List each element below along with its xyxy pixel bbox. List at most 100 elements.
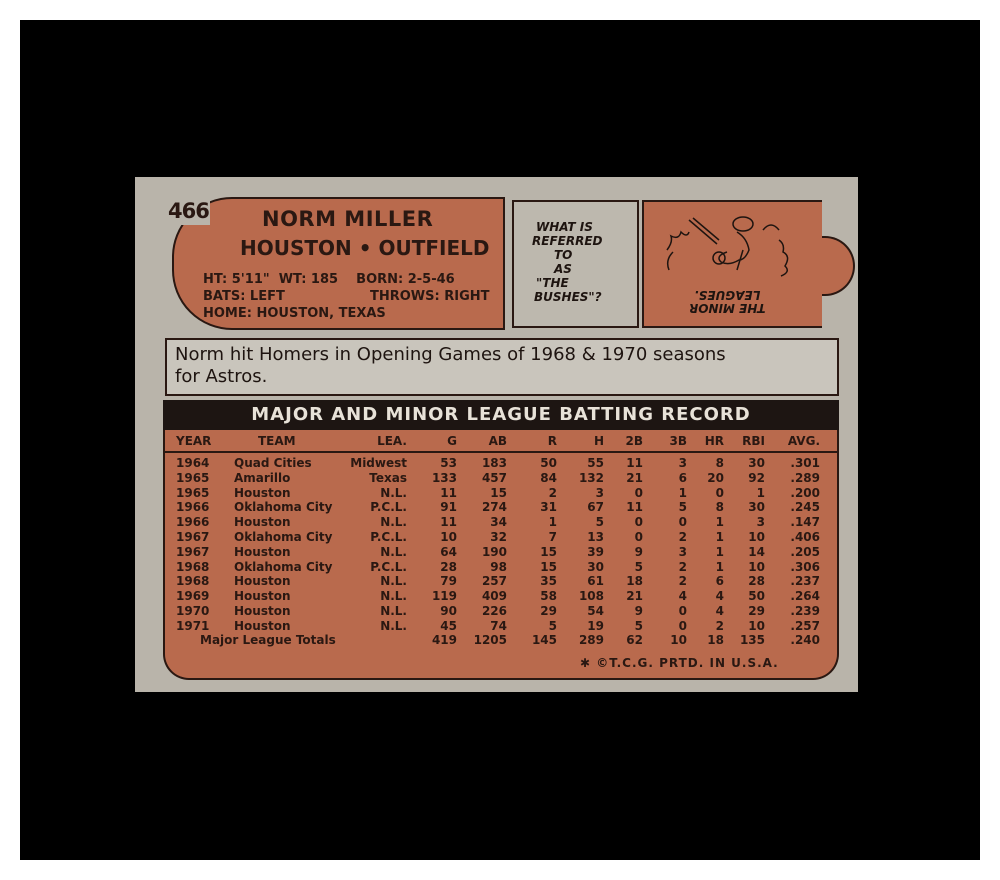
cell-team: Houston <box>234 515 291 530</box>
cell-hr: 2 <box>715 618 724 633</box>
cell-league: Texas <box>369 470 407 485</box>
cell-team: Amarillo <box>234 470 291 485</box>
cell-h: 3 <box>595 485 604 500</box>
cell-team: Quad Cities <box>234 456 312 470</box>
cell-2b: 0 <box>634 530 643 544</box>
cell-h: 132 <box>578 470 604 485</box>
quiz-line: TO <box>554 248 573 262</box>
col-year: YEAR <box>176 434 212 448</box>
total-h: 289 <box>578 633 604 647</box>
cell-ab: 457 <box>481 470 507 485</box>
column-headers: YEAR TEAM LEA. G AB R H 2B 3B HR RBI AVG… <box>0 434 1000 449</box>
cell-3b: 2 <box>678 574 687 589</box>
cell-g: 10 <box>440 530 457 544</box>
cell-hr: 1 <box>715 530 724 544</box>
cell-h: 30 <box>587 559 604 574</box>
cell-g: 45 <box>440 618 457 633</box>
answer-line: THE MINOR <box>689 301 766 315</box>
cell-2b: 9 <box>634 544 643 559</box>
cell-rbi: 30 <box>748 456 765 470</box>
cell-avg: .239 <box>790 604 820 618</box>
bio-line-1: Norm hit Homers in Opening Games of 1968… <box>175 344 726 365</box>
col-2b: 2B <box>625 434 644 448</box>
cell-h: 55 <box>587 456 604 470</box>
cell-avg: .257 <box>790 618 820 633</box>
cell-avg: .205 <box>790 544 820 559</box>
copyright-footer: ✱ ©T.C.G. PRTD. IN U.S.A. <box>580 656 779 670</box>
cell-2b: 11 <box>626 500 643 515</box>
total-g: 419 <box>431 633 457 647</box>
cell-3b: 5 <box>678 500 687 515</box>
upside-down-answer: THE MINOR LEAGUES. <box>689 288 766 315</box>
cartoon-ballplayer-icon <box>666 216 789 277</box>
table-row: 1968 Oklahoma City P.C.L. 28 98 15 30 5 2 1 10 .306 <box>0 560 1000 575</box>
cell-league: P.C.L. <box>370 530 407 544</box>
total-3b: 10 <box>670 633 687 647</box>
cell-g: 11 <box>440 515 457 530</box>
cell-hr: 8 <box>715 500 724 515</box>
total-ab: 1205 <box>473 633 507 647</box>
cell-rbi: 3 <box>756 515 765 530</box>
cell-h: 67 <box>587 500 604 515</box>
cell-r: 31 <box>540 500 557 515</box>
cell-team: Oklahoma City <box>234 530 333 544</box>
cell-year: 1964 <box>176 456 210 470</box>
cell-hr: 1 <box>715 515 724 530</box>
cell-team: Oklahoma City <box>234 559 333 574</box>
cell-r: 58 <box>540 589 557 604</box>
cell-2b: 21 <box>626 470 643 485</box>
cell-g: 133 <box>431 470 457 485</box>
cell-ab: 15 <box>490 485 507 500</box>
table-row: 1965 Amarillo Texas 133 457 84 132 21 6 20 92 .289 <box>0 471 1000 486</box>
cell-r: 84 <box>540 470 557 485</box>
cell-rbi: 1 <box>756 485 765 500</box>
quiz-box: WHAT IS REFERRED TO AS "THE BUSHES"? <box>512 200 639 328</box>
cell-g: 91 <box>440 500 457 515</box>
col-ab: AB <box>488 434 507 448</box>
table-row: 1967 Houston N.L. 64 190 15 39 9 3 1 14 .205 <box>0 545 1000 560</box>
total-2b: 62 <box>626 633 643 647</box>
quiz-line: AS <box>554 262 572 276</box>
cell-3b: 1 <box>678 485 687 500</box>
cell-avg: .264 <box>790 589 820 604</box>
cell-rbi: 30 <box>748 500 765 515</box>
cell-h: 39 <box>587 544 604 559</box>
cartoon-panel: THE MINOR LEAGUES. <box>642 200 822 328</box>
cell-league: N.L. <box>380 589 407 604</box>
cell-2b: 0 <box>634 485 643 500</box>
home: HOME: HOUSTON, TEXAS <box>203 306 386 321</box>
cell-year: 1967 <box>176 530 210 544</box>
cell-g: 90 <box>440 604 457 618</box>
cell-ab: 32 <box>490 530 507 544</box>
quiz-line: BUSHES"? <box>534 290 602 304</box>
cell-avg: .406 <box>790 530 820 544</box>
table-row: 1964 Quad Cities Midwest 53 183 50 55 11 3 8 30 .30… <box>0 456 1000 471</box>
cell-team: Houston <box>234 604 291 618</box>
cell-hr: 4 <box>715 604 724 618</box>
bats: BATS: LEFT <box>203 289 285 304</box>
cell-r: 29 <box>540 604 557 618</box>
col-3b: 3B <box>669 434 688 448</box>
col-h: H <box>593 434 604 448</box>
cell-h: 13 <box>587 530 604 544</box>
cell-2b: 21 <box>626 589 643 604</box>
cell-avg: .147 <box>790 515 820 530</box>
cell-hr: 8 <box>715 456 724 470</box>
cell-team: Houston <box>234 589 291 604</box>
total-avg: .240 <box>790 633 820 647</box>
cell-2b: 5 <box>634 618 643 633</box>
total-rbi: 135 <box>739 633 765 647</box>
cell-r: 15 <box>540 559 557 574</box>
cell-rbi: 10 <box>748 530 765 544</box>
col-team: TEAM <box>258 434 296 448</box>
batting-record-table <box>163 430 839 680</box>
cell-3b: 3 <box>678 456 687 470</box>
cell-g: 11 <box>440 485 457 500</box>
cell-2b: 5 <box>634 559 643 574</box>
col-g: G <box>447 434 457 448</box>
cell-league: Midwest <box>350 456 407 470</box>
cell-ab: 257 <box>481 574 507 589</box>
cell-2b: 9 <box>634 604 643 618</box>
table-row: 1966 Houston N.L. 11 34 1 5 0 0 1 3 .147 <box>0 515 1000 530</box>
cell-2b: 0 <box>634 515 643 530</box>
